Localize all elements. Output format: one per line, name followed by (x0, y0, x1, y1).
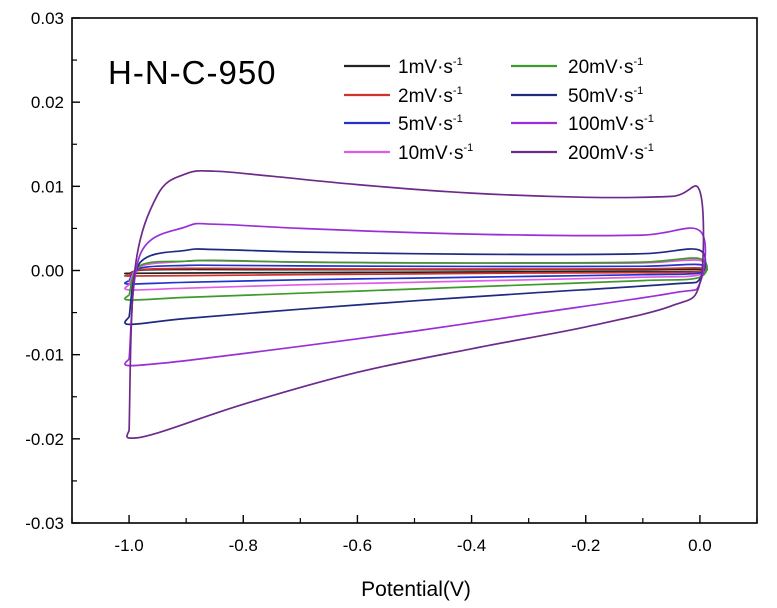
legend-label: 200mV·s-1 (568, 142, 654, 164)
legend-label-text: 200mV·s (568, 143, 644, 164)
y-tick-label: -0.01 (25, 346, 64, 365)
x-tick-label: -0.8 (229, 536, 258, 555)
legend-label: 10mV·s-1 (398, 142, 473, 164)
series-loop-4 (124, 257, 708, 301)
legend-label-superscript: -1 (633, 85, 643, 97)
y-tick-label: -0.03 (25, 514, 64, 533)
series-loop-1 (124, 267, 708, 277)
legend-label-superscript: -1 (633, 56, 643, 68)
series-loop-7 (126, 169, 705, 440)
series-layer (124, 169, 708, 440)
legend-label-text: 50mV·s (568, 86, 633, 107)
legend-label-text: 20mV·s (568, 57, 633, 78)
legend-label-text: 5mV·s (398, 114, 453, 135)
series-loop-2 (124, 263, 708, 285)
legend-label: 1mV·s-1 (398, 56, 463, 78)
y-tick-label: 0.02 (31, 93, 64, 112)
legend-label-superscript: -1 (644, 113, 654, 125)
x-tick-label: -0.4 (457, 536, 486, 555)
y-tick-label: -0.02 (25, 430, 64, 449)
legend-label: 5mV·s-1 (398, 113, 463, 135)
tick-label-layer: -0.03 -0.02 -0.01 0.00 0.01 0.02 0.03 -1.0 -0.8 -… (25, 9, 711, 555)
legend-label-text: 10mV·s (398, 143, 463, 164)
chart-title: H-N-C-950 (108, 54, 277, 91)
legend: 1mV·s-12mV·s-15mV·s-110mV·s-120mV·s-150m… (344, 56, 654, 164)
y-tick-label: 0.03 (31, 9, 64, 28)
x-tick-label: 0.0 (688, 536, 712, 555)
legend-label: 100mV·s-1 (568, 113, 654, 135)
tick-layer (71, 17, 758, 524)
legend-label-superscript: -1 (453, 113, 463, 125)
legend-label: 50mV·s-1 (568, 85, 643, 107)
x-tick-label: -0.6 (343, 536, 372, 555)
legend-label: 2mV·s-1 (398, 85, 463, 107)
legend-label-text: 2mV·s (398, 86, 453, 107)
series-loop-5 (124, 248, 707, 326)
legend-label-superscript: -1 (453, 85, 463, 97)
series-loop-6 (124, 222, 707, 367)
legend-label: 20mV·s-1 (568, 56, 643, 78)
legend-label-superscript: -1 (463, 142, 473, 154)
series-loop-0 (124, 268, 708, 275)
y-tick-label: 0.01 (31, 177, 64, 196)
legend-label-superscript: -1 (453, 56, 463, 68)
legend-label-text: 1mV·s (398, 57, 453, 78)
x-tick-label: -0.2 (571, 536, 600, 555)
legend-label-superscript: -1 (644, 142, 654, 154)
x-axis-title: Potential(V) (361, 578, 471, 601)
y-tick-label: 0.00 (31, 262, 64, 281)
legend-label-text: 100mV·s (568, 114, 644, 135)
x-tick-label: -1.0 (114, 536, 143, 555)
